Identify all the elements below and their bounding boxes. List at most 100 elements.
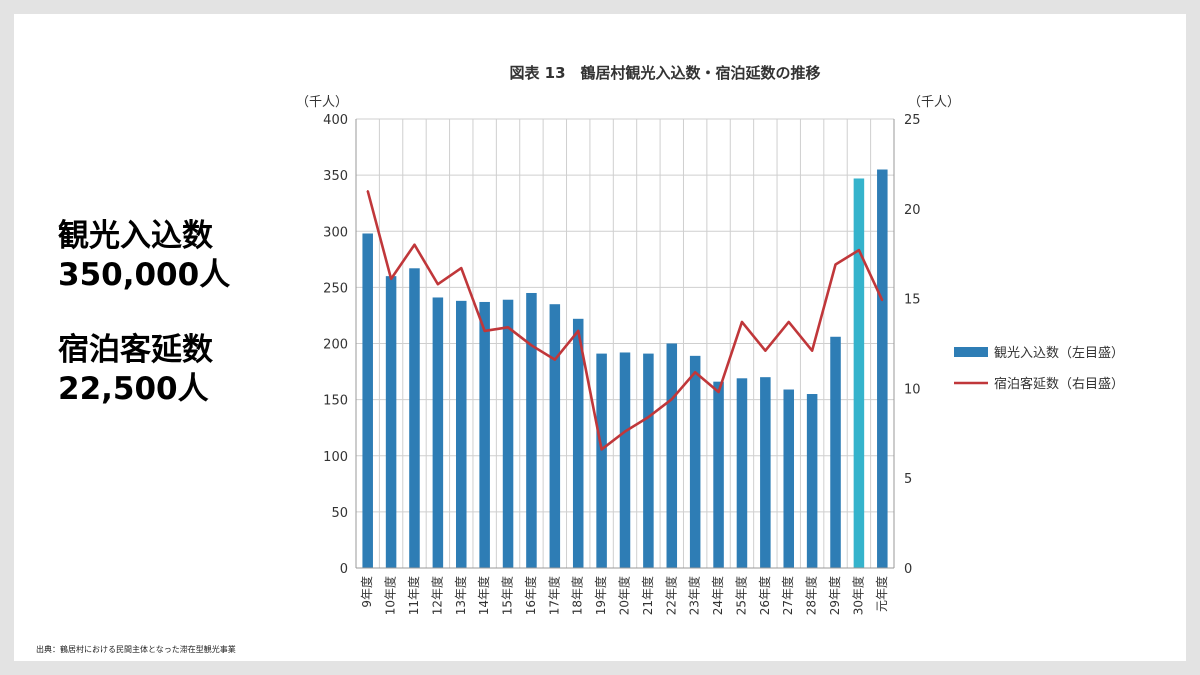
category-label: 25年度 bbox=[733, 576, 748, 615]
bar-19年度 bbox=[596, 353, 607, 568]
category-label: 30年度 bbox=[850, 576, 865, 615]
line-point-11年度 bbox=[413, 243, 416, 246]
line-point-12年度 bbox=[437, 283, 439, 286]
category-label: 10年度 bbox=[383, 576, 398, 615]
left-tick-label: 150 bbox=[323, 394, 348, 409]
source-note: 出典：鶴居村における民間主体となった滞在型観光事業 bbox=[36, 645, 236, 654]
legend: 観光入込数（左目盛） 宿泊客延数（右目盛） bbox=[954, 346, 1124, 392]
line-point-9年度 bbox=[366, 190, 369, 192]
bar-9年度 bbox=[362, 233, 373, 568]
left-tick-label: 0 bbox=[340, 562, 348, 577]
bar-23年度 bbox=[689, 355, 701, 568]
line-point-29年度 bbox=[834, 263, 837, 266]
bar-元年度 bbox=[877, 169, 888, 568]
bar-29年度 bbox=[830, 336, 841, 568]
line-point-17年度 bbox=[554, 358, 556, 361]
left-tick-label: 400 bbox=[323, 113, 348, 128]
left-tick-label: 300 bbox=[323, 225, 348, 240]
bar-16年度 bbox=[526, 292, 537, 568]
right-tick-label: 20 bbox=[904, 203, 921, 218]
category-label: 28年度 bbox=[804, 576, 819, 615]
bar-24年度 bbox=[713, 381, 724, 568]
nights-label: 宿泊客延数 bbox=[58, 332, 213, 368]
line-point-13年度 bbox=[460, 267, 463, 269]
line-point-16年度 bbox=[530, 344, 533, 347]
category-label: 16年度 bbox=[523, 576, 538, 615]
line-point-10年度 bbox=[390, 278, 392, 280]
bar-18年度 bbox=[572, 318, 584, 568]
bar-27年度 bbox=[783, 389, 795, 568]
line-point-23年度 bbox=[694, 371, 696, 374]
visitors-stat: 観光入込数 350,000人 bbox=[58, 217, 230, 295]
right-tick-label: 15 bbox=[904, 293, 921, 308]
category-label: 13年度 bbox=[453, 576, 468, 615]
right-tick-label: 5 bbox=[904, 472, 912, 487]
line-point-18年度 bbox=[577, 330, 580, 332]
nights-stat: 宿泊客延数 22,500人 bbox=[58, 331, 230, 409]
bar-28年度 bbox=[806, 394, 818, 568]
line-point-25年度 bbox=[741, 321, 743, 323]
left-tick-label: 100 bbox=[323, 450, 348, 465]
line-point-27年度 bbox=[787, 321, 790, 323]
bar-21年度 bbox=[643, 353, 654, 568]
line-point-21年度 bbox=[647, 416, 650, 418]
left-tick-label: 350 bbox=[323, 169, 348, 184]
category-label: 9年度 bbox=[359, 576, 374, 608]
category-label: 27年度 bbox=[780, 576, 795, 615]
key-stats: 観光入込数 350,000人 宿泊客延数 22,500人 bbox=[58, 217, 230, 445]
category-label: 21年度 bbox=[640, 576, 655, 615]
line-point-30年度 bbox=[858, 249, 860, 251]
bar-13年度 bbox=[455, 300, 467, 568]
category-label: 18年度 bbox=[570, 576, 585, 615]
bar-11年度 bbox=[409, 268, 420, 568]
category-label: 23年度 bbox=[687, 576, 702, 615]
line-point-24年度 bbox=[717, 391, 720, 393]
left-tick-label: 200 bbox=[323, 338, 348, 353]
right-tick-label: 0 bbox=[904, 562, 912, 577]
bar-14年度 bbox=[479, 301, 490, 568]
category-label: 15年度 bbox=[500, 576, 515, 615]
line-point-22年度 bbox=[670, 398, 673, 400]
bar-10年度 bbox=[385, 276, 397, 568]
category-label: 24年度 bbox=[710, 576, 725, 615]
category-label: 元年度 bbox=[874, 576, 889, 612]
category-label: 20年度 bbox=[617, 576, 632, 615]
line-point-26年度 bbox=[764, 349, 767, 352]
left-axis-unit: （千人） bbox=[296, 95, 348, 110]
category-label: 14年度 bbox=[476, 576, 491, 615]
bar-25年度 bbox=[736, 378, 748, 568]
line-point-20年度 bbox=[624, 430, 626, 433]
left-tick-label: 50 bbox=[331, 506, 348, 521]
category-label: 19年度 bbox=[593, 576, 608, 615]
category-label: 29年度 bbox=[827, 576, 842, 615]
category-label: 22年度 bbox=[663, 576, 678, 615]
legend-swatch-bar bbox=[954, 347, 988, 357]
line-point-元年度 bbox=[881, 299, 884, 302]
bar-series bbox=[362, 169, 888, 568]
axes: 0 50 100 150 200 250 300 350 400 0 5 10 15 20 25 9年度 10年… bbox=[323, 113, 920, 615]
bar-15年度 bbox=[502, 299, 514, 568]
right-tick-label: 10 bbox=[904, 382, 921, 397]
bar-20年度 bbox=[619, 352, 631, 568]
bar-22年度 bbox=[666, 343, 678, 568]
slide: 観光入込数 350,000人 宿泊客延数 22,500人 図表 13 鶴居村観光… bbox=[14, 14, 1186, 661]
bar-26年度 bbox=[760, 377, 771, 568]
combo-chart: 図表 13 鶴居村観光入込数・宿泊延数の推移 （千人） （千人） 0501001… bbox=[296, 64, 1124, 615]
right-axis-unit: （千人） bbox=[908, 95, 960, 110]
line-point-14年度 bbox=[483, 330, 486, 332]
left-tick-label: 250 bbox=[323, 281, 348, 296]
bar-12年度 bbox=[432, 297, 444, 568]
right-tick-label: 25 bbox=[904, 113, 921, 128]
line-point-19年度 bbox=[600, 448, 603, 451]
nights-value: 22,500人 bbox=[58, 371, 209, 407]
category-label: 11年度 bbox=[406, 576, 421, 615]
visitors-value: 350,000人 bbox=[58, 257, 231, 293]
legend-label-visitors: 観光入込数（左目盛） bbox=[994, 346, 1124, 361]
line-series bbox=[366, 190, 884, 451]
category-label: 12年度 bbox=[429, 576, 444, 615]
bar-17年度 bbox=[549, 304, 561, 568]
legend-label-nights: 宿泊客延数（右目盛） bbox=[994, 376, 1124, 392]
category-label: 26年度 bbox=[757, 576, 772, 615]
visitors-label: 観光入込数 bbox=[58, 218, 213, 254]
bar-30年度 bbox=[853, 178, 865, 568]
